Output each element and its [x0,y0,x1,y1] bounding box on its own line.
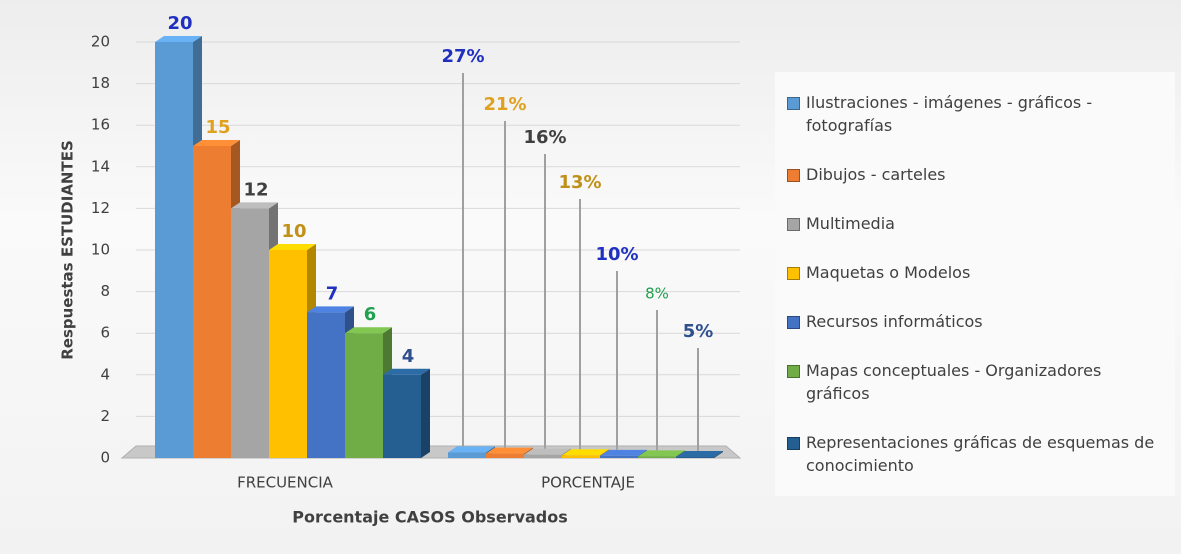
legend-swatch [787,218,800,231]
bar [193,146,231,458]
bar [155,42,193,458]
bar-top [155,36,202,42]
bar [486,453,524,458]
bar-top [600,449,647,456]
bar-side [714,450,723,458]
data-label: 8% [645,285,669,303]
y-tick-label: 4 [100,365,110,383]
data-label: 7 [326,283,339,304]
legend: Ilustraciones - imágenes - gráficos - fo… [775,72,1175,496]
bar-top [448,446,495,453]
legend-label: Ilustraciones - imágenes - gráficos - fo… [806,93,1093,135]
bar [562,455,600,458]
data-label: 12 [243,179,268,200]
bar [383,374,421,458]
y-tick-label: 2 [100,407,110,425]
legend-swatch [787,169,800,182]
bar [676,456,714,458]
data-label: 16% [523,127,566,148]
data-label: 10 [281,221,306,242]
y-tick-label: 6 [100,324,110,342]
bar [524,454,562,458]
bar [448,452,486,458]
legend-entry: Mapas conceptuales - Organizadores gráfi… [783,359,1167,405]
data-label: 21% [483,94,526,115]
legend-label: Multimedia [806,214,895,233]
data-label: 4 [402,346,415,367]
data-label: 5% [683,321,714,342]
legend-entry: Representaciones gráficas de esquemas de… [783,431,1167,477]
y-tick-label: 14 [91,157,110,175]
bar-top [562,449,609,456]
bar-top [345,327,392,334]
data-label: 6 [364,304,377,325]
bar-top [524,448,571,455]
data-label: 13% [558,172,601,193]
bar-top [307,306,354,313]
bar-side [421,368,430,458]
bar-top [676,450,723,457]
legend-entry: Maquetas o Modelos [783,261,1167,284]
bar-top [383,368,430,375]
bar-top [269,244,316,250]
y-tick-label: 16 [91,116,110,134]
legend-label: Recursos informáticos [806,312,983,331]
legend-swatch [787,365,800,378]
legend-label: Dibujos - carteles [806,165,946,184]
bar-top [231,202,278,209]
bar [345,333,383,458]
bar-top [638,450,685,457]
legend-label: Representaciones gráficas de esquemas de… [806,433,1155,475]
bar [231,208,269,458]
data-label: 20 [167,13,192,34]
legend-swatch [787,97,800,110]
y-tick-label: 20 [91,33,110,51]
legend-entry: Recursos informáticos [783,310,1167,333]
x-tick-label: PORCENTAJE [541,474,635,492]
data-label: 10% [595,244,638,265]
bar [638,456,676,458]
bar [307,312,345,458]
legend-swatch [787,316,800,329]
bar [600,455,638,458]
legend-label: Mapas conceptuales - Organizadores gráfi… [806,361,1102,403]
legend-swatch [787,437,800,450]
bar-top [193,140,240,146]
y-tick-label: 12 [91,199,110,217]
data-label: 15 [205,117,230,138]
legend-swatch [787,267,800,280]
y-tick-label: 0 [100,449,110,467]
x-axis-label: Porcentaje CASOS Observados [292,508,568,527]
y-tick-label: 10 [91,241,110,259]
x-tick-label: FRECUENCIA [237,474,334,492]
legend-entry: Dibujos - carteles [783,163,1167,186]
legend-entry: Ilustraciones - imágenes - gráficos - fo… [783,91,1167,137]
bar-top [486,447,533,454]
legend-label: Maquetas o Modelos [806,263,971,282]
y-tick-label: 8 [100,282,110,300]
y-axis-label: Respuestas ESTUDIANTES [59,140,77,360]
bar [269,250,307,458]
y-tick-label: 18 [91,74,110,92]
data-label: 27% [441,46,484,67]
legend-entry: Multimedia [783,212,1167,235]
